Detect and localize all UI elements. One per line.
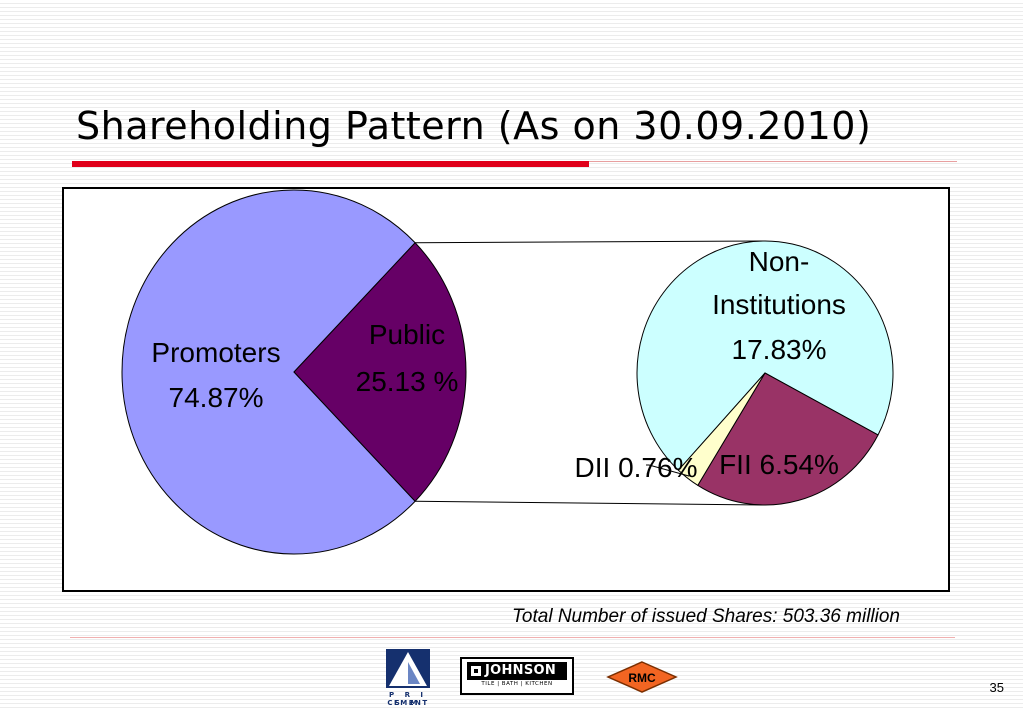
johnson-logo: JOHNSON TILE | BATH | KITCHEN (460, 657, 574, 695)
prism-cement-logo: P R I S M CEMENT (383, 646, 433, 707)
label-fii: FII 6.54% (719, 449, 839, 480)
slice-public (293, 242, 467, 502)
rmc-logo: RMC (606, 661, 678, 693)
johnson-logo-name: JOHNSON (485, 663, 557, 678)
slice-dii (677, 372, 766, 487)
connector-line-bottom (415, 500, 766, 506)
connector-line-top (415, 240, 766, 244)
label-public-name: Public (369, 319, 445, 350)
label-dii: DII 0.76% (575, 452, 698, 483)
slice-non-institutions (636, 240, 894, 471)
slice-promoters (121, 189, 416, 555)
slide-title: Shareholding Pattern (As on 30.09.2010) (76, 104, 872, 148)
label-public-value: 25.13 % (356, 366, 459, 397)
dii-leader-line (646, 464, 690, 477)
rmc-logo-text: RMC (628, 671, 656, 685)
pie-charts: Promoters 74.87% Public 25.13 % Non- Institut… (121, 189, 894, 555)
johnson-square-icon (471, 666, 481, 676)
total-shares-note: Total Number of issued Shares: 503.36 mi… (512, 606, 900, 627)
footer-rule (70, 637, 955, 638)
prism-logo-word: P R I S M (389, 691, 427, 707)
page-number: 35 (989, 680, 1004, 695)
title-underline-thin (589, 161, 957, 162)
chart-frame: Promoters 74.87% Public 25.13 % Non- Institut… (62, 187, 950, 592)
label-promoters-value: 74.87% (169, 382, 264, 413)
label-non-institutions-line1: Non- (749, 246, 810, 277)
label-non-institutions-value: 17.83% (732, 334, 827, 365)
rmc-diamond-icon (606, 661, 678, 693)
slice-fii (697, 372, 879, 506)
label-promoters-name: Promoters (151, 337, 280, 368)
title-underline-red (72, 161, 589, 167)
johnson-logo-tagline: TILE | BATH | KITCHEN (481, 681, 553, 687)
label-non-institutions-line2: Institutions (712, 289, 846, 320)
prism-triangle-icon (386, 649, 430, 688)
prism-logo-subword: CEMENT (387, 699, 429, 707)
